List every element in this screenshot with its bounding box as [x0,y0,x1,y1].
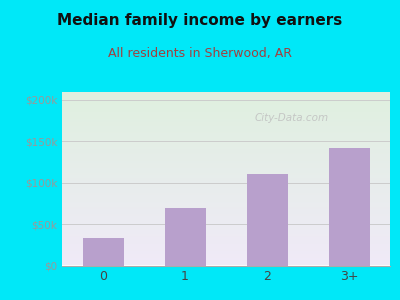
Bar [328,148,370,266]
Bar [246,174,288,266]
Text: Median family income by earners: Median family income by earners [57,14,343,28]
Bar [82,238,124,266]
Text: All residents in Sherwood, AR: All residents in Sherwood, AR [108,46,292,59]
Text: City-Data.com: City-Data.com [254,112,329,123]
Bar [164,208,206,266]
